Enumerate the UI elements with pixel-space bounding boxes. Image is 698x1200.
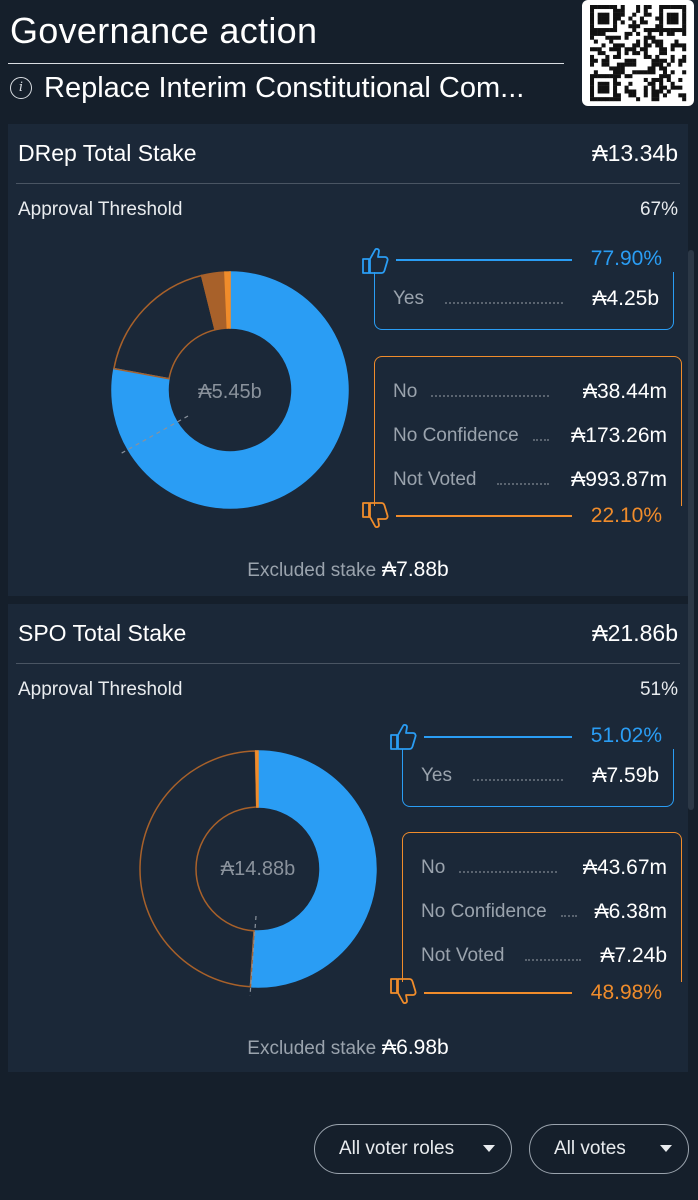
- spo-donut-chart: ₳14.88b: [139, 750, 377, 997]
- spo-no-confidence-value: ₳6.38m: [594, 900, 667, 923]
- spo-no-confidence-row: No Confidence ₳6.38m: [421, 900, 667, 929]
- spo-yes-box: Yes ₳7.59b: [402, 749, 674, 807]
- drep-no-line: [396, 515, 572, 517]
- page-title: Governance action: [10, 10, 318, 51]
- drep-no-value: ₳38.44m: [582, 380, 667, 403]
- drep-yes-label: Yes: [393, 288, 424, 309]
- spo-no-percent: 48.98%: [590, 981, 662, 1004]
- spo-threshold-marker: [249, 915, 257, 997]
- drep-not-voted-row: Not Voted ₳993.87m: [393, 468, 667, 497]
- votes-dropdown[interactable]: All votes: [529, 1124, 689, 1174]
- action-name: Replace Interim Constitutional Com...: [44, 72, 525, 104]
- spo-yes-value: ₳7.59b: [592, 764, 659, 787]
- drep-center-value: ₳5.45b: [198, 381, 261, 403]
- drep-yes-segment: [111, 271, 349, 509]
- row-leader-dots: [459, 871, 557, 873]
- drep-donut-chart: ₳5.45b: [111, 271, 349, 509]
- drep-no-confidence-row: No Confidence ₳173.26m: [393, 424, 667, 453]
- drep-yes-row: Yes ₳4.25b: [393, 287, 659, 316]
- drep-yes-percent: 77.90%: [590, 247, 662, 270]
- drep-no-segment: [224, 271, 231, 329]
- drep-yes-value: ₳4.25b: [592, 287, 659, 310]
- spo-yes-line: [424, 736, 572, 738]
- spo-no-value: ₳43.67m: [582, 856, 667, 879]
- row-leader-dots: [445, 302, 563, 304]
- drep-not-voted-label: Not Voted: [393, 469, 477, 490]
- drep-excluded-value: ₳7.88b: [382, 558, 449, 581]
- row-leader-dots: [473, 779, 563, 781]
- drep-yes-line: [396, 259, 572, 261]
- spo-yes-label: Yes: [421, 765, 452, 786]
- row-leader-dots: [533, 439, 549, 441]
- spo-no-segment: [255, 750, 259, 808]
- spo-stake-card: SPO Total Stake ₳21.86b Approval Thresho…: [8, 604, 688, 1072]
- spo-no-line: [424, 992, 572, 994]
- thumbs-up-icon: [390, 724, 417, 750]
- thumbs-down-icon: [390, 978, 417, 1004]
- voter-roles-dropdown[interactable]: All voter roles: [314, 1124, 512, 1174]
- drep-card-divider: [16, 183, 680, 184]
- spo-center-value: ₳14.88b: [221, 858, 296, 880]
- spo-excluded-stake: Excluded stake ₳6.98b: [8, 1036, 688, 1060]
- header: Governance action i Replace Interim Cons…: [0, 0, 698, 118]
- drep-total-stake: ₳13.34b: [592, 140, 678, 166]
- votes-label: All votes: [554, 1138, 626, 1159]
- spo-threshold-value: 51%: [639, 679, 678, 700]
- chevron-down-icon: [483, 1145, 495, 1152]
- spo-no-box: No ₳43.67m No Confidence ₳6.38m Not Vote…: [402, 832, 682, 982]
- thumbs-down-icon: [362, 502, 389, 528]
- drep-threshold-label: Approval Threshold: [18, 199, 183, 220]
- drep-no-confidence-segment: [200, 271, 229, 331]
- drep-threshold-marker: [119, 415, 189, 455]
- spo-excluded-value: ₳6.98b: [382, 1036, 449, 1059]
- info-icon[interactable]: i: [10, 77, 32, 99]
- drep-no-box: No ₳38.44m No Confidence ₳173.26m Not Vo…: [374, 356, 682, 506]
- spo-card-divider: [16, 663, 680, 664]
- title-divider: [8, 63, 564, 64]
- drep-excluded-stake: Excluded stake ₳7.88b: [8, 558, 688, 582]
- spo-total-stake: ₳21.86b: [592, 620, 678, 646]
- spo-not-voted-row: Not Voted ₳7.24b: [421, 944, 667, 973]
- spo-not-voted-label: Not Voted: [421, 945, 505, 966]
- drep-no-percent: 22.10%: [590, 504, 662, 527]
- spo-card-title: SPO Total Stake: [18, 620, 187, 646]
- row-leader-dots: [497, 483, 549, 485]
- spo-not-voted-segment: [139, 750, 258, 988]
- spo-yes-percent: 51.02%: [590, 724, 662, 747]
- drep-excluded-label: Excluded stake: [247, 560, 377, 581]
- voter-roles-label: All voter roles: [339, 1138, 455, 1159]
- drep-not-voted-segment: [113, 274, 216, 380]
- drep-no-label: No: [393, 381, 418, 402]
- scrollbar[interactable]: [688, 250, 694, 810]
- spo-no-label: No: [421, 857, 446, 878]
- row-leader-dots: [431, 395, 549, 397]
- drep-yes-box: Yes ₳4.25b: [374, 272, 674, 330]
- spo-no-confidence-label: No Confidence: [421, 901, 547, 922]
- drep-no-row: No ₳38.44m: [393, 380, 667, 409]
- chevron-down-icon: [660, 1145, 672, 1152]
- spo-threshold-label: Approval Threshold: [18, 679, 183, 700]
- drep-not-voted-value: ₳993.87m: [571, 468, 667, 491]
- spo-yes-row: Yes ₳7.59b: [421, 764, 659, 793]
- spo-excluded-label: Excluded stake: [247, 1038, 377, 1059]
- qr-code-icon: [582, 0, 694, 106]
- drep-no-confidence-value: ₳173.26m: [571, 424, 667, 447]
- thumbs-up-icon: [362, 248, 389, 274]
- drep-threshold-value: 67%: [639, 199, 678, 220]
- drep-card-title: DRep Total Stake: [18, 140, 197, 166]
- drep-stake-card: DRep Total Stake ₳13.34b Approval Thresh…: [8, 124, 688, 596]
- row-leader-dots: [561, 915, 577, 917]
- row-leader-dots: [525, 959, 581, 961]
- spo-no-row: No ₳43.67m: [421, 856, 667, 885]
- spo-yes-segment: [249, 750, 377, 988]
- spo-not-voted-value: ₳7.24b: [600, 944, 667, 967]
- drep-no-confidence-label: No Confidence: [393, 425, 519, 446]
